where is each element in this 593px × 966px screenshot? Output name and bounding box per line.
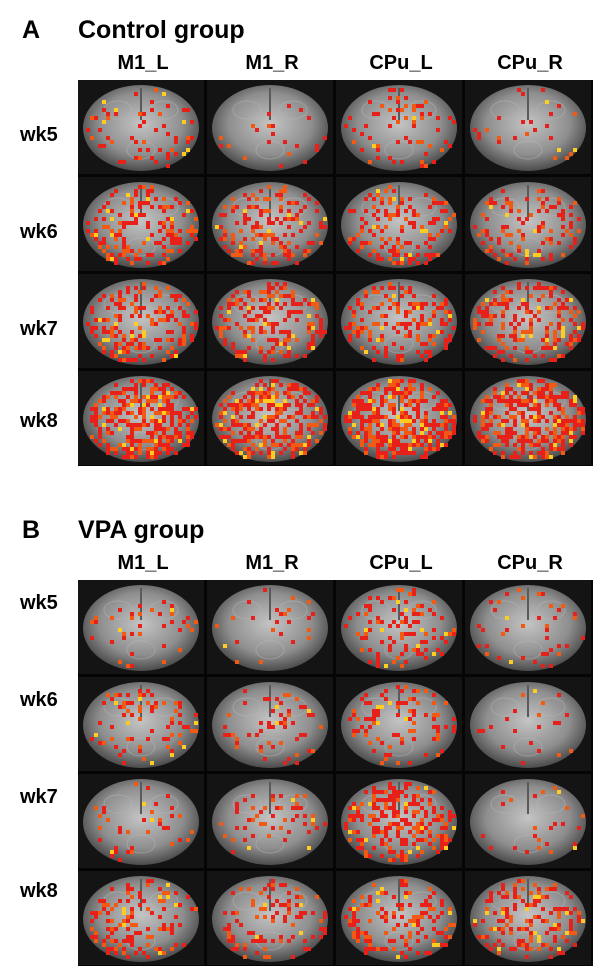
brain-slice-image xyxy=(78,177,204,271)
brain-slice-image xyxy=(465,871,591,965)
column-header-m1-l: M1_L xyxy=(117,52,169,74)
brain-slice-image xyxy=(465,580,591,674)
column-header-cpu-r: CPu_R xyxy=(497,52,563,74)
brain-slice-image xyxy=(207,677,333,771)
column-header-cpu-l: CPu_L xyxy=(369,552,433,574)
brain-map-grid xyxy=(78,80,593,466)
brain-slice-image xyxy=(465,274,591,368)
brain-slice-image xyxy=(336,677,462,771)
brain-slice-image xyxy=(78,871,204,965)
column-header-m1-r: M1_R xyxy=(245,52,299,74)
brain-map-grid xyxy=(78,580,593,966)
brain-slice-image xyxy=(336,274,462,368)
brain-slice-image xyxy=(336,177,462,271)
brain-slice-image xyxy=(336,871,462,965)
brain-slice-image xyxy=(336,580,462,674)
panel-letter: A xyxy=(22,16,41,44)
brain-slice-image xyxy=(78,774,204,868)
row-label-wk6: wk6 xyxy=(20,689,58,711)
brain-slice-image xyxy=(207,871,333,965)
row-label-wk7: wk7 xyxy=(20,786,58,808)
column-header-cpu-l: CPu_L xyxy=(369,52,433,74)
brain-slice-image xyxy=(207,274,333,368)
row-label-wk8: wk8 xyxy=(20,410,58,432)
panel-title: VPA group xyxy=(78,516,205,544)
row-label-wk5: wk5 xyxy=(20,124,58,146)
brain-slice-image xyxy=(465,371,591,465)
column-header-cpu-r: CPu_R xyxy=(497,552,563,574)
brain-slice-image xyxy=(207,371,333,465)
row-label-wk7: wk7 xyxy=(20,318,58,340)
brain-slice-image xyxy=(465,177,591,271)
brain-slice-image xyxy=(78,371,204,465)
brain-slice-image xyxy=(207,177,333,271)
column-header-m1-r: M1_R xyxy=(245,552,299,574)
brain-slice-image xyxy=(78,677,204,771)
brain-slice-image xyxy=(207,80,333,174)
row-label-wk6: wk6 xyxy=(20,221,58,243)
column-header-m1-l: M1_L xyxy=(117,552,169,574)
brain-slice-image xyxy=(78,274,204,368)
brain-slice-image xyxy=(336,774,462,868)
brain-slice-image xyxy=(465,774,591,868)
brain-slice-image xyxy=(207,580,333,674)
brain-slice-image xyxy=(336,371,462,465)
panel-letter: B xyxy=(22,516,41,544)
panel-vpa: B VPA group M1_L M1_R CPu_L CPu_R wk5 wk… xyxy=(0,500,593,966)
row-label-wk8: wk8 xyxy=(20,880,58,902)
brain-slice-image xyxy=(207,774,333,868)
panel-control: A Control group M1_L M1_R CPu_L CPu_R wk… xyxy=(0,0,593,480)
brain-slice-image xyxy=(336,80,462,174)
panel-title: Control group xyxy=(78,16,245,44)
brain-slice-image xyxy=(78,80,204,174)
brain-slice-image xyxy=(78,580,204,674)
row-label-wk5: wk5 xyxy=(20,592,58,614)
brain-slice-image xyxy=(465,80,591,174)
brain-slice-image xyxy=(465,677,591,771)
